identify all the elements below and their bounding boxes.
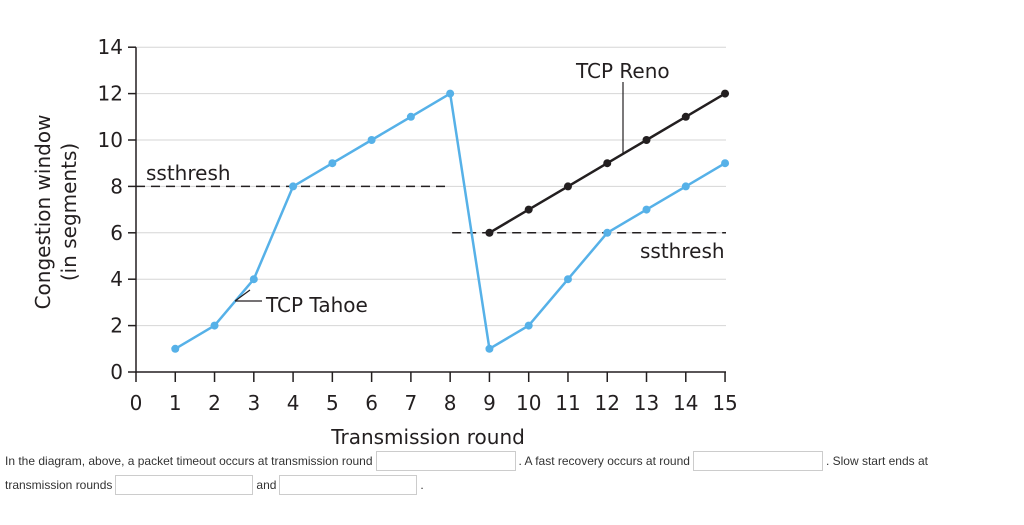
tcp-tahoe-point-9 [485,344,494,353]
x-tick-label-6: 6 [365,391,378,415]
question-text-2: . A fast recovery occurs at round [518,454,690,468]
x-tick-label-4: 4 [287,391,300,415]
question-text-4: transmission rounds [5,478,113,492]
x-tick-label-8: 8 [444,391,457,415]
y-tick-label-12: 12 [98,82,123,106]
tcp-tahoe-point-12 [603,228,612,237]
tcp-tahoe-point-3 [249,275,258,284]
question-line-1: In the diagram, above, a packet timeout … [5,451,928,471]
y-tick-label-2: 2 [110,314,123,338]
x-tick-label-9: 9 [483,391,496,415]
x-tick-label-2: 2 [208,391,221,415]
x-tick-label-14: 14 [673,391,698,415]
x-tick-label-5: 5 [326,391,339,415]
fast-recovery-round-input[interactable] [692,451,823,471]
tcp-tahoe-point-2 [210,321,219,330]
x-tick-label-15: 15 [712,391,737,415]
tcp-tahoe-point-1 [171,344,180,353]
y-tick-label-4: 4 [110,267,123,291]
slow-start-end-input-1[interactable] [115,475,254,495]
y-tick-label-14: 14 [98,35,123,59]
x-tick-label-1: 1 [169,391,182,415]
tcp-reno-label: TCP Reno [575,59,670,83]
ssthresh-label-lower: ssthresh [640,239,725,263]
question-text-3: . Slow start ends at [825,454,928,468]
series-lines [171,89,730,353]
tcp-tahoe-point-15 [721,159,730,168]
x-tick-label-7: 7 [405,391,418,415]
tcp-tahoe-point-13 [642,205,651,214]
threshold-lines [136,185,726,234]
x-tick-label-3: 3 [247,391,260,415]
tcp-tahoe-point-10 [524,321,533,330]
question-text-1: In the diagram, above, a packet timeout … [5,454,373,468]
question-text-6: . [420,478,424,492]
tcp-tahoe-point-5 [328,159,337,168]
y-tick-label-0: 0 [110,360,123,384]
tcp-reno-point-13 [642,136,651,144]
y-axis-label-line-2: (in segments) [57,143,81,281]
tcp-reno-point-11 [563,182,572,191]
x-tick-label-10: 10 [516,391,541,415]
question-line-2: transmission rounds and. [5,475,424,495]
x-tick-label-11: 11 [555,391,580,415]
y-tick-label-6: 6 [110,221,123,245]
tcp-tahoe-point-6 [367,136,376,144]
x-tick-label-0: 0 [130,391,143,415]
tcp-tahoe-point-4 [289,182,298,191]
tcp-reno-point-14 [681,112,690,121]
tcp-tahoe-point-8 [446,89,455,98]
tcp-tahoe-label: TCP Tahoe [265,293,368,317]
question-text-5: and [256,478,277,492]
ssthresh-label-upper: ssthresh [146,161,231,185]
tcp-reno-point-10 [524,205,533,214]
slow-start-end-input-2[interactable] [279,475,418,495]
tcp-tahoe-point-7 [406,112,415,121]
tcp-reno-point-12 [603,159,612,168]
annotations: ssthresh TCP Tahoe TCP Reno ssthresh [146,59,725,317]
x-tick-label-12: 12 [595,391,620,415]
x-tick-label-13: 13 [634,391,659,415]
y-tick-label-8: 8 [110,174,123,198]
tcp-reno-point-9 [485,228,494,237]
timeout-round-input[interactable] [375,451,516,471]
y-tick-label-10: 10 [98,128,123,152]
tcp-tahoe-line [174,92,726,351]
tcp-tahoe-point-11 [563,275,572,284]
tcp-tahoe-point-14 [681,182,690,191]
y-axis-label-line-1: Congestion window [31,115,55,310]
tcp-reno-point-15 [721,89,730,98]
grid-lines [136,46,726,327]
x-axis-label: Transmission round [330,425,525,449]
tcp-tahoe-leader [234,289,251,302]
